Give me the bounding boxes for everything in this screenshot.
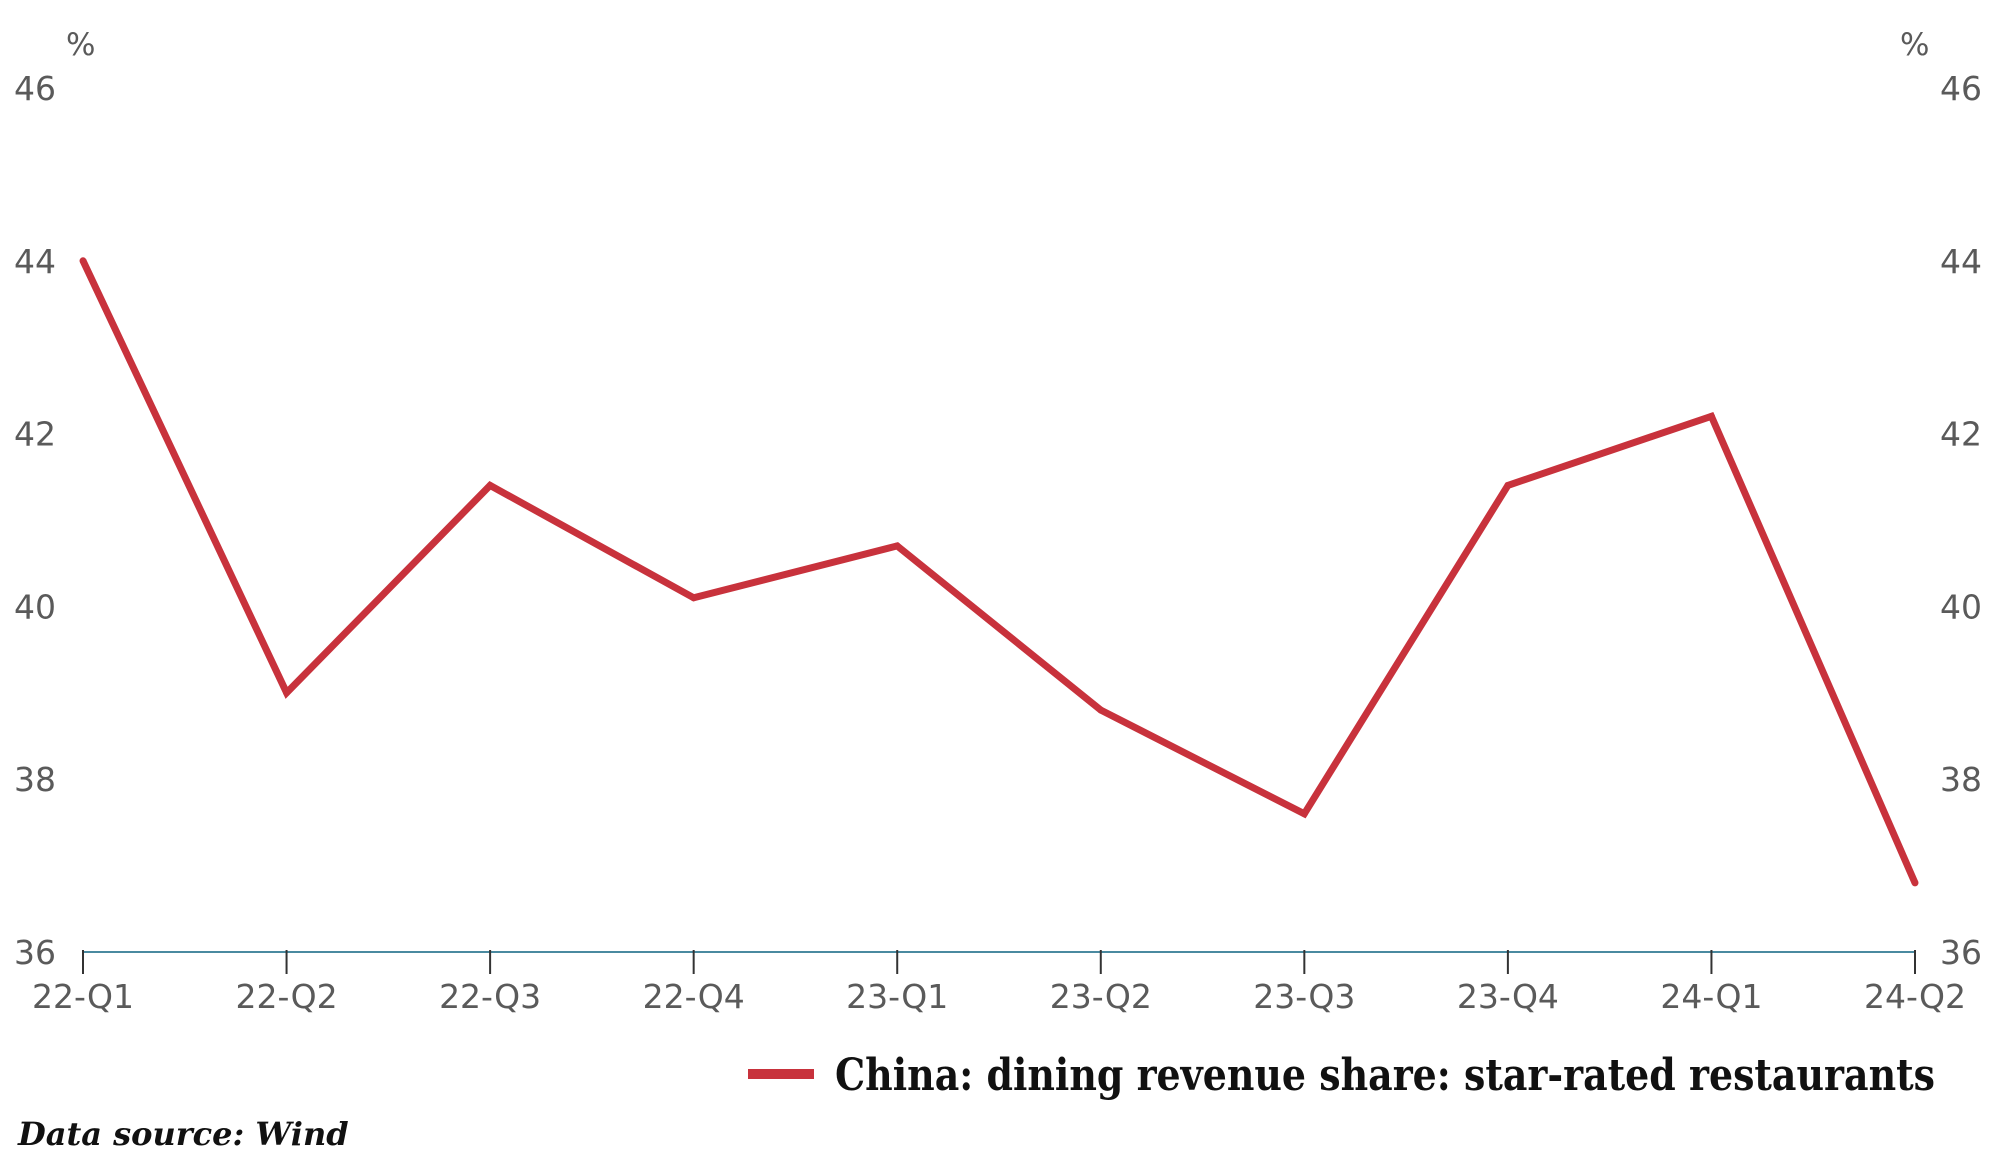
y-axis-right: 46 44 42 40 38 36 (1940, 69, 1982, 972)
y-tick-label-left: 38 (14, 760, 56, 799)
x-tick-label: 23-Q1 (846, 977, 948, 1016)
legend-label: China: dining revenue share: star-rated … (835, 1050, 1935, 1101)
y-tick-label-right: 38 (1940, 760, 1982, 799)
data-point (1300, 810, 1308, 818)
y-tick-label-right: 40 (1940, 587, 1982, 626)
series-line (79, 259, 1919, 885)
x-tick-label: 22-Q4 (643, 977, 745, 1016)
x-tick-label: 22-Q2 (236, 977, 338, 1016)
x-tick-label: 24-Q1 (1660, 977, 1762, 1016)
data-point (1911, 879, 1919, 887)
x-tick-label: 23-Q3 (1253, 977, 1355, 1016)
data-point (79, 257, 87, 265)
y-axis-left: 46 44 42 40 38 36 (14, 69, 56, 972)
y-unit-label-left: % (66, 27, 95, 63)
y-tick-label-left: 44 (14, 242, 56, 281)
y-tick-label-left: 36 (14, 933, 56, 972)
x-tick-label: 24-Q2 (1864, 977, 1966, 1016)
y-tick-label-right: 44 (1940, 242, 1982, 281)
data-point (893, 542, 901, 550)
y-tick-label-left: 46 (14, 69, 56, 108)
x-tick-label: 22-Q1 (32, 977, 134, 1016)
series-points (79, 257, 1919, 887)
y-tick-label-left: 42 (14, 415, 56, 454)
y-tick-label-right: 36 (1940, 933, 1982, 972)
x-axis: 22-Q1 22-Q2 22-Q3 22-Q4 23-Q1 23-Q2 23-Q3 23-Q4… (32, 950, 1966, 1016)
data-source-label: Data source: Wind (17, 1115, 349, 1153)
y-tick-label-left: 40 (14, 587, 56, 626)
data-point (1504, 481, 1512, 489)
y-tick-label-right: 46 (1940, 69, 1982, 108)
x-tick-label: 23-Q4 (1457, 977, 1559, 1016)
data-point (1707, 412, 1715, 420)
data-point (486, 481, 494, 489)
y-unit-label-right: % (1900, 27, 1929, 63)
legend-swatch (748, 1069, 814, 1079)
legend: China: dining revenue share: star-rated … (748, 1050, 1935, 1101)
data-point (1097, 706, 1105, 714)
x-tick-label: 22-Q3 (439, 977, 541, 1016)
data-point (690, 594, 698, 602)
y-tick-label-right: 42 (1940, 415, 1982, 454)
x-tick-label: 23-Q2 (1050, 977, 1152, 1016)
data-point (283, 689, 291, 697)
